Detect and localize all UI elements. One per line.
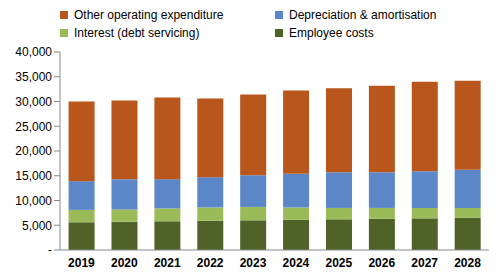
svg-text:30,000: 30,000 (15, 95, 52, 109)
svg-text:20,000: 20,000 (15, 144, 52, 158)
html-text:Depreciation & amortisation: Depreciation & amortisation (289, 8, 437, 22)
svg-text:2025: 2025 (325, 256, 352, 270)
html-text:Employee costs: Employee costs (289, 26, 374, 40)
svg-text:15,000: 15,000 (15, 169, 52, 183)
svg-text:2027: 2027 (411, 256, 438, 270)
svg-text:-: - (48, 243, 52, 257)
svg-text:2026: 2026 (368, 256, 395, 270)
svg-text:2024: 2024 (283, 256, 310, 270)
svg-text:40,000: 40,000 (15, 45, 52, 59)
svg-text:2028: 2028 (454, 256, 481, 270)
svg-text:2023: 2023 (240, 256, 267, 270)
svg-text:25,000: 25,000 (15, 120, 52, 134)
svg-text:5,000: 5,000 (22, 219, 52, 233)
svg-text:2021: 2021 (154, 256, 181, 270)
html-text:Other operating expenditure: Other operating expenditure (74, 8, 224, 22)
svg-text:2020: 2020 (111, 256, 138, 270)
svg-text:2019: 2019 (68, 256, 95, 270)
html-text:Interest (debt servicing): Interest (debt servicing) (74, 26, 200, 40)
svg-text:10,000: 10,000 (15, 194, 52, 208)
svg-text:35,000: 35,000 (15, 70, 52, 84)
svg-text:2022: 2022 (197, 256, 224, 270)
